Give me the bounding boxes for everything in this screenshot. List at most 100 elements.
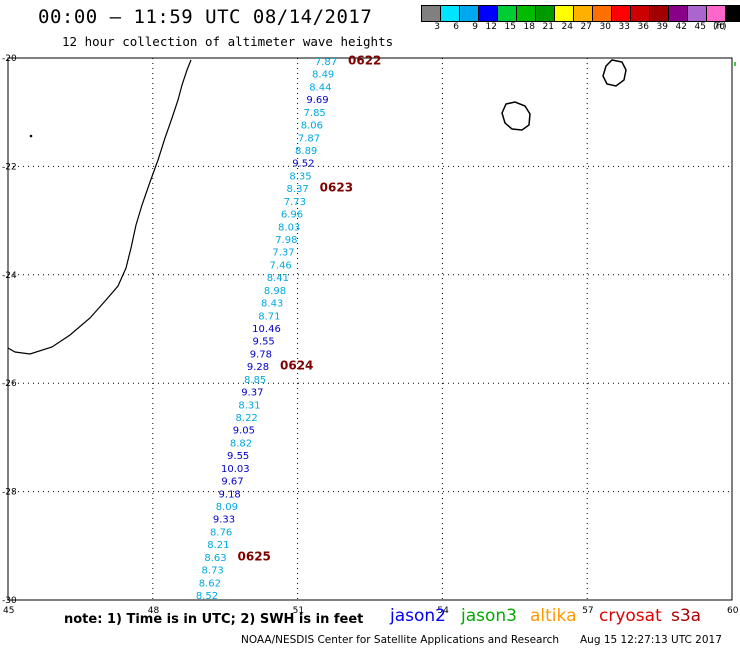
legend-tick-label: 21: [542, 22, 554, 32]
wave-height-value: 8.76: [210, 527, 232, 538]
longitude-label: 45: [3, 606, 14, 616]
wave-height-value: 8.73: [202, 566, 224, 577]
timestamp-text: Aug 15 12:27:13 UTC 2017: [580, 634, 722, 646]
legend-swatch: [479, 6, 498, 21]
latitude-label: -26: [2, 379, 17, 389]
wave-height-value: 9.37: [241, 388, 263, 399]
wave-height-value: 8.44: [309, 82, 331, 93]
latitude-label: -24: [2, 271, 17, 281]
longitude-label: 54: [437, 606, 449, 616]
legend-tick-label: 3: [434, 22, 440, 32]
legend-swatch: [555, 6, 574, 21]
satellite-cryosat: cryosat: [599, 606, 662, 626]
wave-height-value: 8.06: [301, 121, 323, 132]
legend-swatch: [631, 6, 650, 21]
legend-swatch: [441, 6, 460, 21]
wave-height-value: 7.98: [275, 235, 297, 246]
longitude-label: 51: [293, 606, 304, 616]
legend-swatch: [536, 6, 555, 21]
satellite-jason3: jason3: [461, 606, 517, 626]
legend-tick-label: 6: [453, 22, 459, 32]
wave-height-value: 8.82: [230, 438, 252, 449]
note-text: note: 1) Time is in UTC; 2) SWH is in fe…: [64, 612, 364, 627]
latitude-label: -30: [2, 596, 17, 606]
legend-tick-label: 36: [637, 22, 649, 32]
wave-height-value: 8.41: [267, 273, 289, 284]
mauritius-island: [602, 59, 627, 87]
legend-swatch: [707, 6, 726, 21]
page-title: 00:00 — 11:59 UTC 08/14/2017: [38, 6, 373, 28]
wave-height-value: 6.96: [281, 210, 303, 221]
altimeter-track: 7.878.498.449.697.858.067.878.899.528.35…: [196, 54, 382, 603]
latitude-label: -28: [2, 488, 17, 498]
wave-height-value: 7.73: [284, 197, 306, 208]
wave-height-value: 8.21: [207, 540, 229, 551]
wave-height-value: 8.35: [289, 171, 311, 182]
legend-swatch: [726, 6, 740, 21]
credit-text: NOAA/NESDIS Center for Satellite Applica…: [241, 634, 559, 646]
legend-swatch: [612, 6, 631, 21]
wave-height-value: 8.62: [199, 578, 221, 589]
legend-tick-label: 30: [599, 22, 611, 32]
wave-height-value: 9.05: [233, 426, 255, 437]
time-label: 0624: [280, 359, 313, 373]
map-frame: [7, 57, 733, 601]
satellite-jason2: jason2: [390, 606, 446, 626]
wave-height-value: 7.46: [270, 260, 292, 271]
wave-height-value: 9.33: [213, 515, 235, 526]
legend-tick-label: 9: [472, 22, 478, 32]
legend-swatch: [460, 6, 479, 21]
wave-height-value: 9.55: [253, 337, 275, 348]
time-label: 0625: [238, 549, 271, 563]
wave-height-value: 9.69: [306, 95, 328, 106]
wave-height-value: 8.49: [312, 70, 334, 81]
wave-height-value: 8.71: [258, 311, 280, 322]
legend-tick-label: 15: [504, 22, 516, 32]
wave-height-value: 7.37: [272, 248, 294, 259]
wave-height-value: 8.98: [264, 286, 286, 297]
legend-tick-label: 45: [694, 22, 706, 32]
legend-swatch: [498, 6, 517, 21]
legend-tick-label: 27: [580, 22, 592, 32]
legend-tick-label: 42: [675, 22, 687, 32]
reunion-island: [501, 101, 531, 131]
coastlines: [7, 59, 736, 355]
wave-height-value: 7.87: [298, 133, 320, 144]
legend-swatch: [669, 6, 688, 21]
legend-swatch: [688, 6, 707, 21]
longitude-label: 57: [582, 606, 593, 616]
wave-height-value: 8.37: [287, 184, 309, 195]
longitude-label: 48: [148, 606, 160, 616]
legend-swatch: [517, 6, 536, 21]
wave-height-value: 8.89: [295, 146, 317, 157]
latitude-label: -22: [2, 162, 17, 172]
page-subtitle: 12 hour collection of altimeter wave hei…: [62, 34, 394, 49]
legend-tick-label: 33: [618, 22, 630, 32]
wave-height-value: 8.03: [278, 222, 300, 233]
legend-tick-label: 12: [485, 22, 497, 32]
legend-tick-label: 39: [656, 22, 668, 32]
legend-tick-label: 24: [561, 22, 573, 32]
legend-tick-label: 18: [523, 22, 535, 32]
legend-tick-label: 70: [713, 22, 725, 32]
wave-height-value: 9.28: [247, 362, 269, 373]
color-legend: 3 6 9 12 15 18 21 24 27 30 33 36 39 42 45 70 (ft): [421, 5, 740, 33]
wave-height-value: 9.67: [221, 477, 243, 488]
wave-height-value: 8.22: [236, 413, 258, 424]
time-label: 0623: [320, 181, 353, 195]
wave-height-value: 9.55: [227, 451, 249, 462]
wave-height-value: 8.31: [238, 400, 260, 411]
wave-height-value: 8.52: [196, 591, 218, 602]
legend-swatch: [574, 6, 593, 21]
islet: [29, 134, 33, 138]
legend-swatch: [593, 6, 612, 21]
wave-height-value: 8.43: [261, 299, 283, 310]
wave-height-value: 9.78: [250, 349, 272, 360]
legend-swatch: [650, 6, 669, 21]
wave-height-value: 9.18: [219, 489, 241, 500]
wave-height-value: 8.85: [244, 375, 266, 386]
wave-height-value: 10.46: [252, 324, 281, 335]
legend-ticks: 3 6 9 12 15 18 21 24 27 30 33 36 39 42 45 70: [421, 22, 725, 32]
